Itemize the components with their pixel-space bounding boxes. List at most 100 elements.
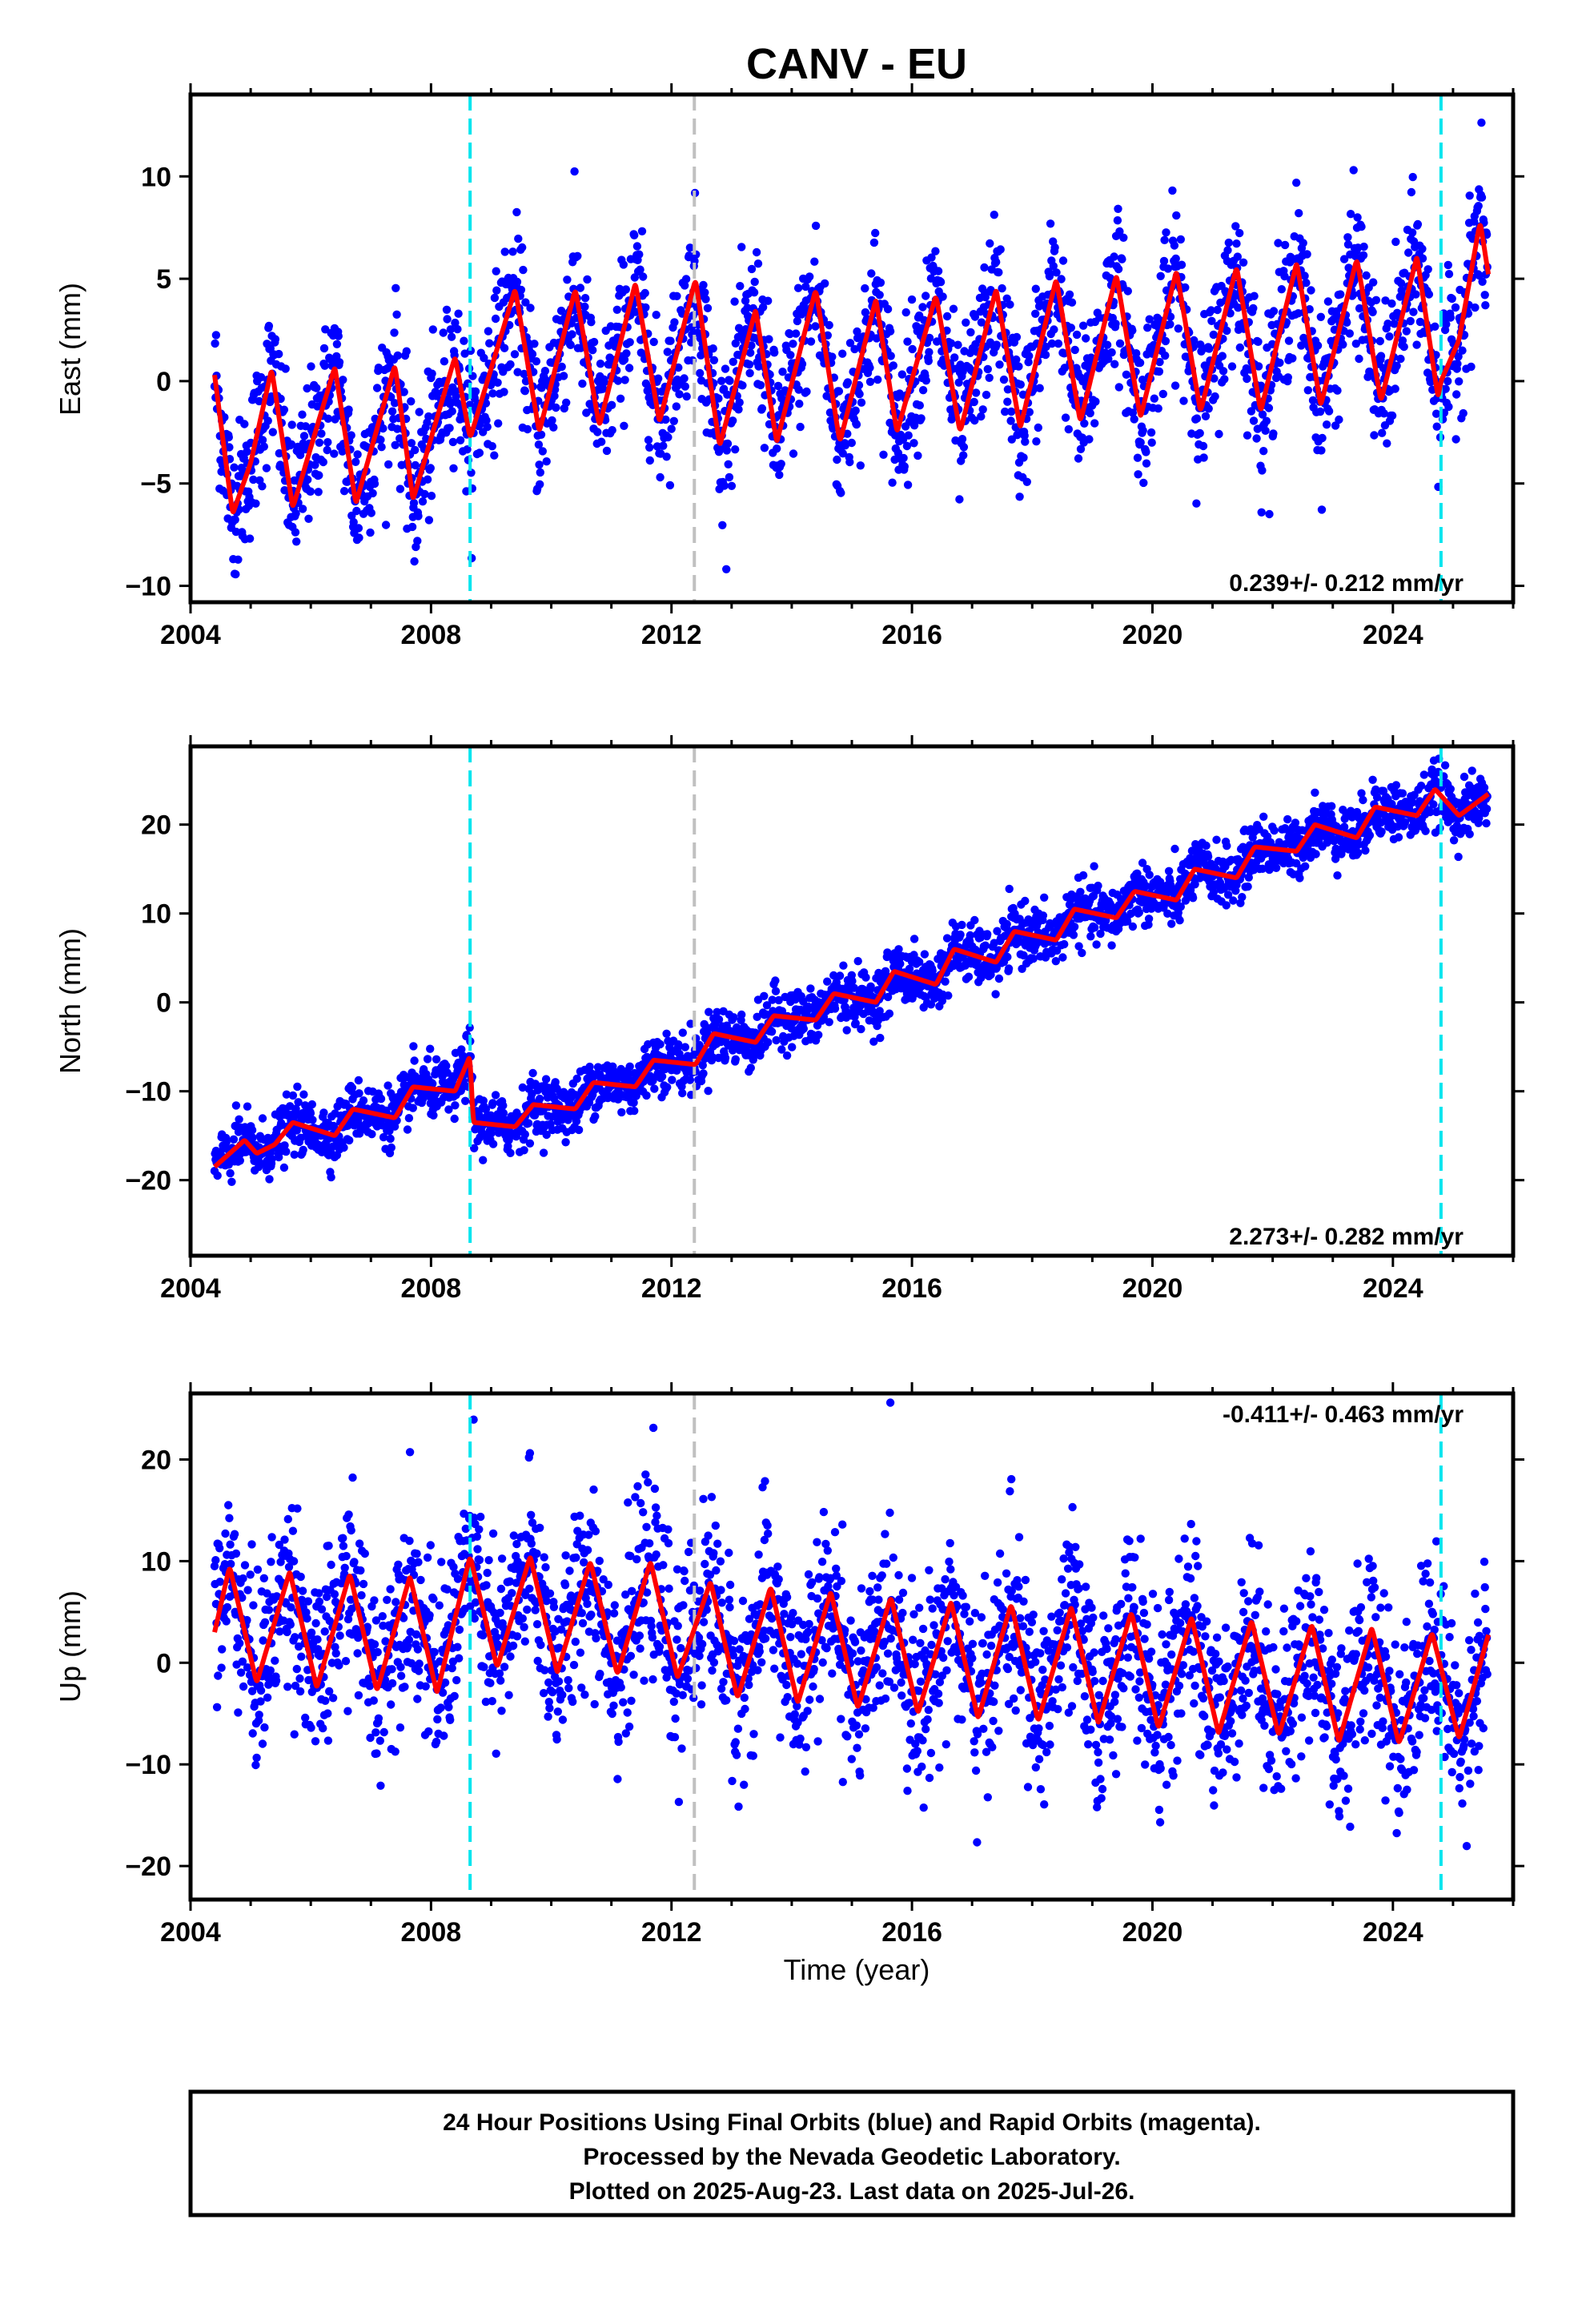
east-data-point (1046, 219, 1055, 228)
east-data-point (1076, 444, 1086, 453)
north-data-point (307, 1100, 316, 1109)
east-data-point (1012, 355, 1021, 364)
east-data-point (1207, 306, 1215, 315)
east-data-point (1115, 227, 1124, 236)
east-y-tick-label: 5 (156, 264, 171, 295)
north-data-point (1238, 893, 1247, 902)
east-data-point (536, 468, 544, 477)
east-data-point (908, 344, 917, 354)
east-data-point (1052, 268, 1061, 277)
east-data-point (589, 337, 599, 347)
north-data-point (1144, 915, 1154, 923)
east-data-point (674, 363, 683, 372)
east-data-point (1154, 404, 1162, 413)
north-data-point (1003, 952, 1012, 962)
east-data-point (1451, 303, 1460, 312)
east-data-point (1057, 275, 1066, 283)
east-data-point (641, 303, 650, 312)
east-data-point (1025, 352, 1034, 360)
east-data-point (482, 416, 491, 425)
east-data-point (1379, 409, 1388, 418)
east-data-point (448, 407, 456, 416)
east-data-point (885, 327, 895, 336)
east-data-point (903, 337, 912, 346)
east-data-point (909, 439, 918, 448)
east-data-point (754, 362, 763, 371)
north-data-point (442, 1061, 451, 1071)
east-data-point (556, 306, 566, 316)
east-data-point (512, 207, 521, 217)
east-data-point (439, 328, 448, 337)
east-data-point (661, 415, 670, 424)
east-data-point (535, 460, 544, 469)
east-data-point (1404, 248, 1413, 257)
east-data-point (1471, 303, 1480, 312)
east-data-point (1176, 235, 1186, 244)
east-data-point (420, 489, 429, 499)
east-data-point (1181, 283, 1190, 292)
east-data-point (1283, 373, 1293, 382)
north-data-point (345, 1136, 354, 1145)
north-data-point (1311, 850, 1320, 858)
east-data-point (659, 441, 668, 450)
east-data-point (264, 321, 274, 331)
east-data-point (1452, 435, 1460, 444)
north-data-point (699, 1069, 708, 1078)
east-data-point (1264, 404, 1274, 412)
north-data-point (657, 1072, 667, 1081)
east-data-point (1016, 380, 1026, 389)
north-data-point (265, 1175, 274, 1184)
north-data-point (457, 1045, 466, 1054)
north-data-point (1060, 939, 1069, 949)
north-data-point (941, 977, 950, 986)
east-data-point (1397, 286, 1406, 295)
east-x-tick-label: 2008 (401, 620, 462, 650)
east-data-point (1086, 408, 1094, 418)
north-data-point (662, 1029, 671, 1039)
east-data-point (1205, 344, 1214, 353)
north-data-point (681, 1043, 689, 1051)
east-data-point (463, 445, 472, 454)
east-data-point (789, 340, 797, 348)
east-data-point (1179, 396, 1188, 405)
east-data-point (727, 481, 737, 490)
east-data-point (918, 386, 928, 395)
east-data-point (662, 452, 671, 461)
east-data-point (352, 506, 361, 516)
east-data-point (1166, 320, 1174, 329)
north-data-point (678, 1088, 687, 1098)
east-data-point (895, 389, 904, 398)
east-data-point (1211, 392, 1219, 401)
east-data-point (802, 387, 811, 396)
east-data-point (639, 272, 648, 281)
north-data-point (319, 1108, 328, 1117)
east-data-point (445, 424, 454, 432)
east-data-point (1424, 290, 1434, 299)
east-data-point (334, 332, 343, 340)
east-data-point (1351, 340, 1361, 348)
north-data-point (470, 1144, 479, 1153)
east-data-point (1162, 228, 1170, 237)
north-data-point (1002, 919, 1011, 929)
east-data-point (587, 318, 596, 327)
east-data-point (490, 293, 500, 303)
east-data-point (1160, 235, 1169, 244)
east-data-point (675, 390, 684, 399)
east-data-point (1021, 437, 1030, 446)
north-data-points (210, 754, 1492, 1187)
east-data-point (680, 374, 689, 383)
east-data-point (721, 364, 730, 373)
north-data-point (876, 1033, 885, 1043)
east-data-point (888, 478, 897, 487)
east-data-point (1249, 304, 1258, 313)
east-data-point (745, 368, 754, 378)
east-data-point (1458, 346, 1467, 355)
east-data-point (681, 281, 689, 290)
east-data-point (931, 247, 940, 255)
east-data-point (392, 310, 401, 319)
east-data-point (1146, 428, 1156, 437)
east-data-point (500, 388, 508, 396)
east-data-point (1177, 260, 1186, 269)
